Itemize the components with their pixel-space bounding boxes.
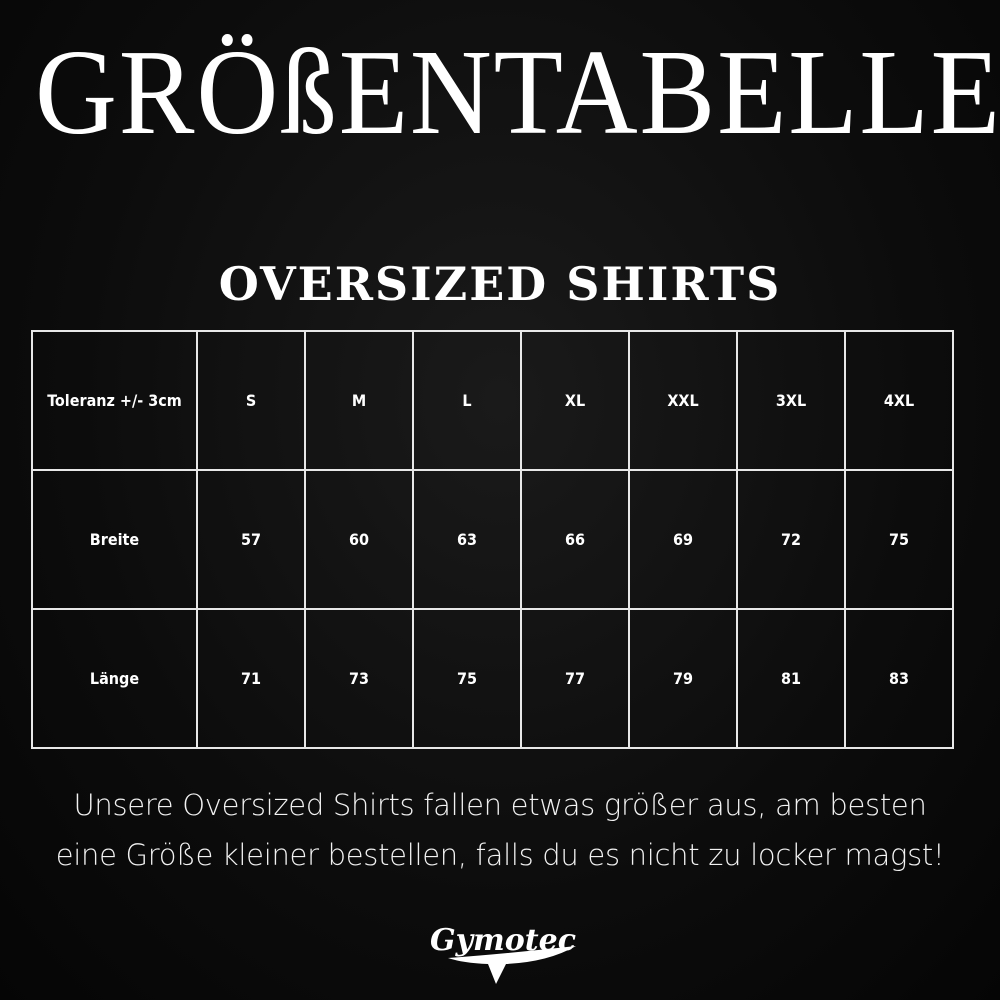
table-header-cell: 3XL xyxy=(736,330,846,471)
table-header-cell: XXL xyxy=(628,330,738,471)
table-header-row: Toleranz +/- 3cm S M L XL XXL 3XL 4XL xyxy=(31,330,954,471)
logo-swoosh xyxy=(448,946,576,984)
size-table: Toleranz +/- 3cm S M L XL XXL 3XL 4XL Br… xyxy=(31,330,954,749)
table-cell: 75 xyxy=(844,469,954,610)
table-cell: 79 xyxy=(628,608,738,749)
table-header-cell: 4XL xyxy=(844,330,954,471)
table-cell: 72 xyxy=(736,469,846,610)
table-cell: Breite xyxy=(31,469,198,610)
size-note: Unsere Oversized Shirts fallen etwas grö… xyxy=(0,780,1000,880)
table-cell: 73 xyxy=(304,608,414,749)
table-cell: 71 xyxy=(196,608,306,749)
table-cell: Länge xyxy=(31,608,198,749)
table-header-cell: XL xyxy=(520,330,630,471)
table-header-cell: M xyxy=(304,330,414,471)
table-row: Länge 71 73 75 77 79 81 83 xyxy=(31,608,954,749)
size-note-line: eine Größe kleiner bestellen, falls du e… xyxy=(55,838,945,872)
table-cell: 63 xyxy=(412,469,522,610)
table-header-cell: S xyxy=(196,330,306,471)
table-cell: 83 xyxy=(844,608,954,749)
table-row: Breite 57 60 63 66 69 72 75 xyxy=(31,469,954,610)
brand-logo: Gymotec xyxy=(430,923,576,984)
table-cell: 57 xyxy=(196,469,306,610)
table-cell: 75 xyxy=(412,608,522,749)
table-cell: 60 xyxy=(304,469,414,610)
table-cell: 77 xyxy=(520,608,630,749)
table-header-cell: L xyxy=(412,330,522,471)
table-cell: 81 xyxy=(736,608,846,749)
table-header-cell: Toleranz +/- 3cm xyxy=(31,330,198,471)
page-title: GRÖßENTABELLE xyxy=(35,25,1000,160)
size-note-line: Unsere Oversized Shirts fallen etwas grö… xyxy=(73,788,927,822)
table-cell: 66 xyxy=(520,469,630,610)
table-cell: 69 xyxy=(628,469,738,610)
section-subtitle: OVERSIZED SHIRTS xyxy=(218,257,782,311)
